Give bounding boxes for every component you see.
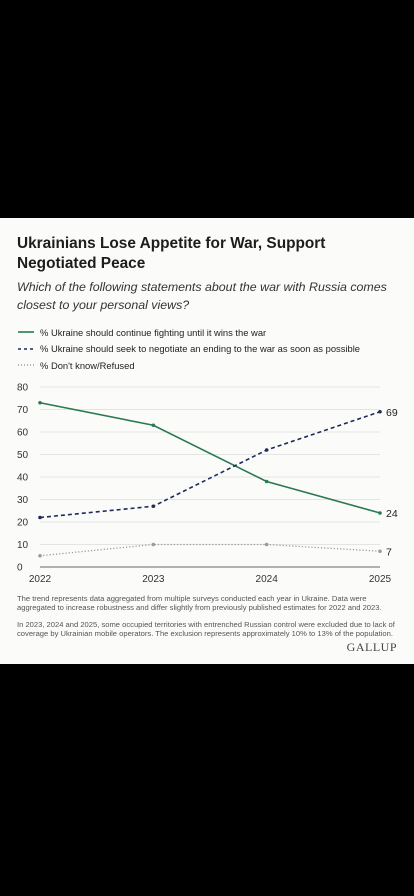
legend-swatch-dashed — [18, 347, 34, 350]
data-point-dashed — [151, 504, 156, 509]
y-tick-label: 40 — [17, 473, 29, 484]
chart-card: Ukrainians Lose Appetite for War, Suppor… — [0, 218, 414, 664]
legend: % Ukraine should continue fighting until… — [17, 324, 407, 374]
legend-swatch-solid — [18, 331, 34, 334]
legend-item-negotiate: % Ukraine should seek to negotiate an en… — [17, 341, 407, 358]
end-label-dashed: 69 — [386, 407, 398, 419]
legend-swatch-dotted — [18, 364, 34, 366]
data-point-dashed — [264, 448, 269, 452]
legend-label-dontknow: % Don't know/Refused — [40, 359, 135, 371]
y-tick-label: 10 — [17, 540, 29, 551]
end-label-solid: 24 — [386, 508, 398, 520]
end-label-dotted: 7 — [386, 546, 392, 558]
x-tick-label: 2022 — [29, 574, 52, 585]
y-tick-label: 0 — [17, 563, 23, 574]
data-point-dotted — [264, 542, 269, 547]
data-point-solid — [264, 479, 269, 484]
data-point-solid — [151, 423, 156, 428]
y-tick-label: 80 — [17, 383, 29, 394]
legend-label-fight: % Ukraine should continue fighting until… — [40, 326, 267, 338]
series-line-dotted — [39, 543, 381, 557]
data-point-dashed — [38, 515, 42, 520]
series-line-dashed — [39, 410, 381, 519]
y-tick-label: 30 — [17, 495, 29, 506]
data-point-solid — [378, 511, 382, 515]
series-line-solid — [39, 401, 381, 514]
chart-subtitle: Which of the following statements about … — [17, 280, 387, 312]
data-point-dotted — [38, 553, 42, 558]
x-tick-label: 2023 — [142, 574, 165, 585]
legend-item-fight: % Ukraine should continue fighting until… — [17, 324, 407, 341]
x-tick-label: 2024 — [256, 574, 279, 585]
line-chart: 0 10 20 30 40 50 60 70 80 2022 2023 2024 2025 24 69 7 — [17, 383, 398, 586]
y-tick-label: 60 — [17, 428, 29, 439]
x-tick-label: 2025 — [369, 574, 392, 585]
data-point-dashed — [378, 409, 382, 414]
legend-item-dontknow: % Don't know/Refused — [17, 357, 407, 374]
data-point-dotted — [378, 549, 382, 554]
footnote-aggregation: The trend represents data aggregated fro… — [17, 594, 382, 612]
data-point-dotted — [151, 542, 156, 547]
y-tick-label: 50 — [17, 450, 29, 461]
legend-label-negotiate: % Ukraine should seek to negotiate an en… — [40, 343, 360, 355]
y-tick-label: 20 — [17, 518, 29, 529]
y-tick-label: 70 — [17, 405, 29, 416]
data-point-solid — [38, 400, 42, 405]
footnote-exclusion: In 2023, 2024 and 2025, some occupied te… — [17, 620, 395, 638]
chart-title: Ukrainians Lose Appetite for War, Suppor… — [17, 235, 326, 272]
gallup-logo: GALLUP — [346, 640, 397, 654]
